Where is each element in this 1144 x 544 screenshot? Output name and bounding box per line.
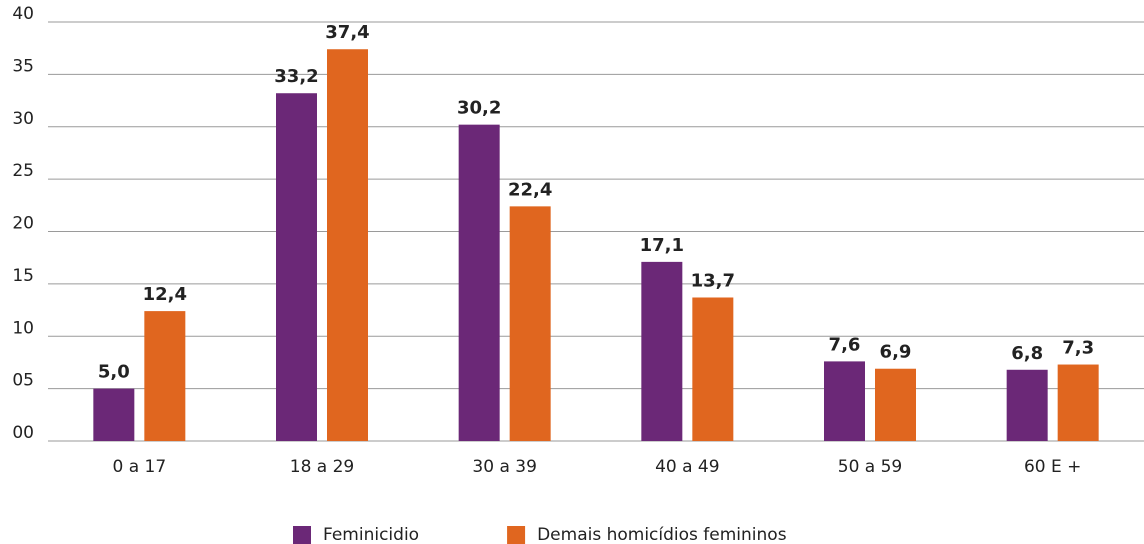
x-tick-label: 30 a 39 bbox=[472, 457, 537, 477]
value-label: 7,6 bbox=[829, 334, 861, 355]
bar bbox=[692, 297, 734, 441]
value-label: 17,1 bbox=[640, 235, 684, 256]
legend-swatch bbox=[507, 526, 526, 544]
bar bbox=[144, 311, 186, 441]
bar bbox=[93, 388, 135, 441]
legend-label: Feminicidio bbox=[323, 525, 419, 544]
x-tick-label: 0 a 17 bbox=[112, 457, 166, 477]
legend-swatch bbox=[293, 526, 311, 544]
bar bbox=[276, 93, 317, 441]
y-tick-label: 15 bbox=[12, 266, 34, 286]
y-tick-label: 30 bbox=[12, 109, 34, 129]
value-label: 6,9 bbox=[880, 342, 912, 363]
x-tick-label: 50 a 59 bbox=[838, 457, 903, 477]
x-tick-label: 60 E + bbox=[1024, 457, 1081, 477]
bar bbox=[327, 49, 368, 442]
bar bbox=[458, 124, 500, 441]
value-label: 30,2 bbox=[457, 98, 501, 119]
value-label: 13,7 bbox=[691, 270, 735, 291]
bar bbox=[1057, 364, 1099, 441]
value-label: 22,4 bbox=[508, 179, 552, 200]
y-tick-label: 35 bbox=[12, 56, 34, 76]
bar bbox=[1006, 369, 1048, 441]
y-tick-label: 05 bbox=[12, 371, 34, 391]
bar bbox=[824, 361, 865, 441]
bar bbox=[509, 206, 551, 441]
value-label: 12,4 bbox=[143, 284, 187, 305]
value-label: 6,8 bbox=[1011, 343, 1043, 364]
legend-label: Demais homicídios femininos bbox=[537, 525, 787, 544]
y-tick-label: 10 bbox=[12, 318, 34, 338]
value-label: 37,4 bbox=[325, 22, 369, 43]
y-tick-label: 25 bbox=[12, 161, 34, 181]
x-tick-label: 18 a 29 bbox=[290, 457, 355, 477]
value-label: 33,2 bbox=[274, 66, 318, 87]
value-label: 5,0 bbox=[98, 362, 130, 383]
y-tick-label: 20 bbox=[12, 214, 34, 234]
value-label: 7,3 bbox=[1062, 338, 1094, 359]
y-tick-label: 00 bbox=[12, 423, 34, 443]
x-tick-label: 40 a 49 bbox=[655, 457, 720, 477]
bar bbox=[641, 261, 683, 441]
bar bbox=[875, 368, 916, 441]
y-tick-label: 40 bbox=[12, 4, 34, 24]
